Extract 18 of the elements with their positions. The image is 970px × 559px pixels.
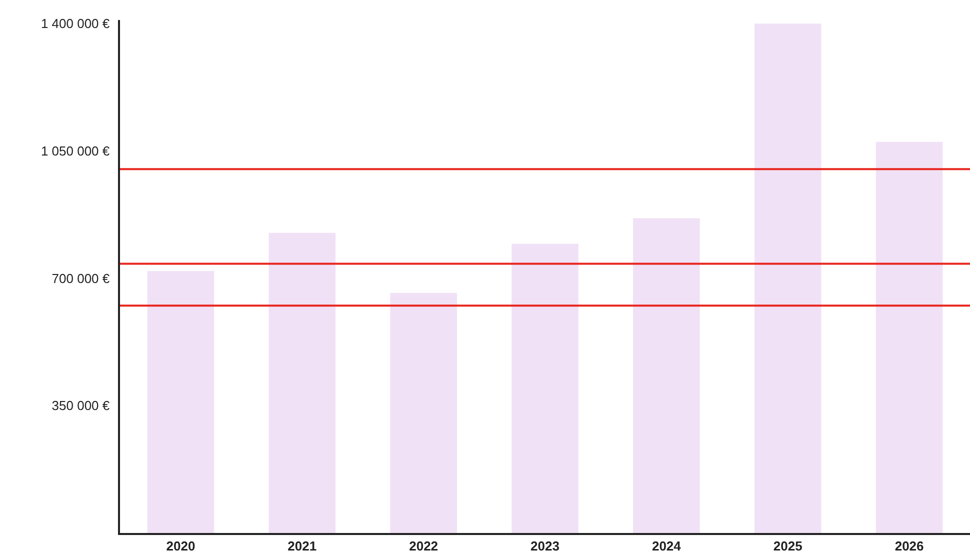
y-tick-label: 350 000 €	[52, 398, 110, 414]
x-tick-label: 2022	[409, 538, 438, 554]
bar	[268, 232, 336, 533]
y-tick-label: 1 050 000 €	[40, 144, 110, 159]
x-tick-label: 2024	[652, 538, 682, 554]
bar	[633, 218, 700, 533]
bar	[876, 142, 943, 533]
x-tick-label: 2026	[894, 538, 924, 554]
x-tick-label: 2025	[773, 538, 802, 554]
x-tick-label: 2021	[288, 538, 317, 554]
bar	[512, 244, 578, 533]
x-tick-label: 2023	[530, 538, 560, 554]
y-tick-label: 1 400 000 €	[40, 16, 110, 32]
x-tick-label: 2020	[166, 538, 196, 554]
y-tick-label: 700 000 €	[52, 270, 110, 286]
bar	[754, 24, 822, 533]
bar	[390, 292, 457, 533]
bar	[147, 271, 214, 533]
